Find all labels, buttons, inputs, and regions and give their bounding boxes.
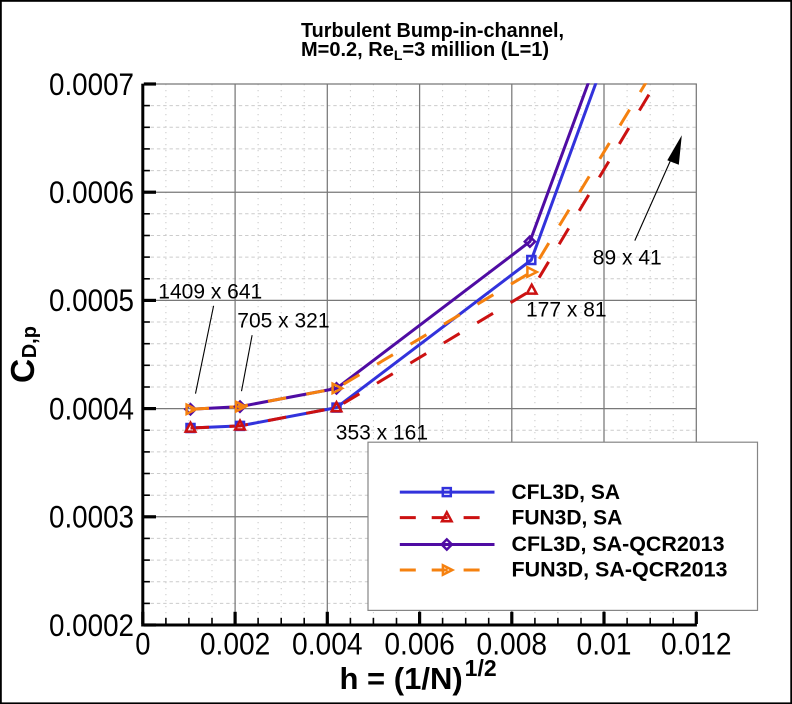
svg-text:Turbulent Bump-in-channel,: Turbulent Bump-in-channel, (301, 20, 564, 42)
svg-text:0.0005: 0.0005 (49, 282, 134, 318)
svg-text:0.004: 0.004 (292, 626, 363, 662)
svg-text:0.0006: 0.0006 (49, 174, 134, 210)
svg-text:CFL3D, SA-QCR2013: CFL3D, SA-QCR2013 (512, 533, 725, 556)
svg-text:CFL3D, SA: CFL3D, SA (512, 481, 621, 504)
svg-text:1409 x 641: 1409 x 641 (158, 281, 262, 304)
svg-text:0.012: 0.012 (661, 626, 732, 662)
svg-text:705 x 321: 705 x 321 (237, 310, 329, 333)
svg-text:0.0002: 0.0002 (49, 607, 134, 643)
svg-text:FUN3D, SA-QCR2013: FUN3D, SA-QCR2013 (512, 559, 728, 582)
svg-text:353 x 161: 353 x 161 (336, 422, 428, 445)
svg-text:0.0003: 0.0003 (49, 499, 134, 535)
svg-text:0.008: 0.008 (477, 626, 548, 662)
svg-text:0.006: 0.006 (384, 626, 455, 662)
svg-text:0: 0 (135, 626, 150, 662)
svg-text:0.002: 0.002 (200, 626, 271, 662)
svg-text:M=0.2, ReL=3 million (L=1): M=0.2, ReL=3 million (L=1) (301, 39, 549, 63)
svg-text:89 x 41: 89 x 41 (593, 247, 662, 270)
svg-text:177 x 81: 177 x 81 (526, 299, 607, 322)
svg-text:0.0004: 0.0004 (49, 390, 134, 426)
svg-text:0.01: 0.01 (577, 626, 632, 662)
svg-text:0.0007: 0.0007 (49, 66, 134, 102)
svg-text:FUN3D, SA: FUN3D, SA (512, 506, 623, 529)
